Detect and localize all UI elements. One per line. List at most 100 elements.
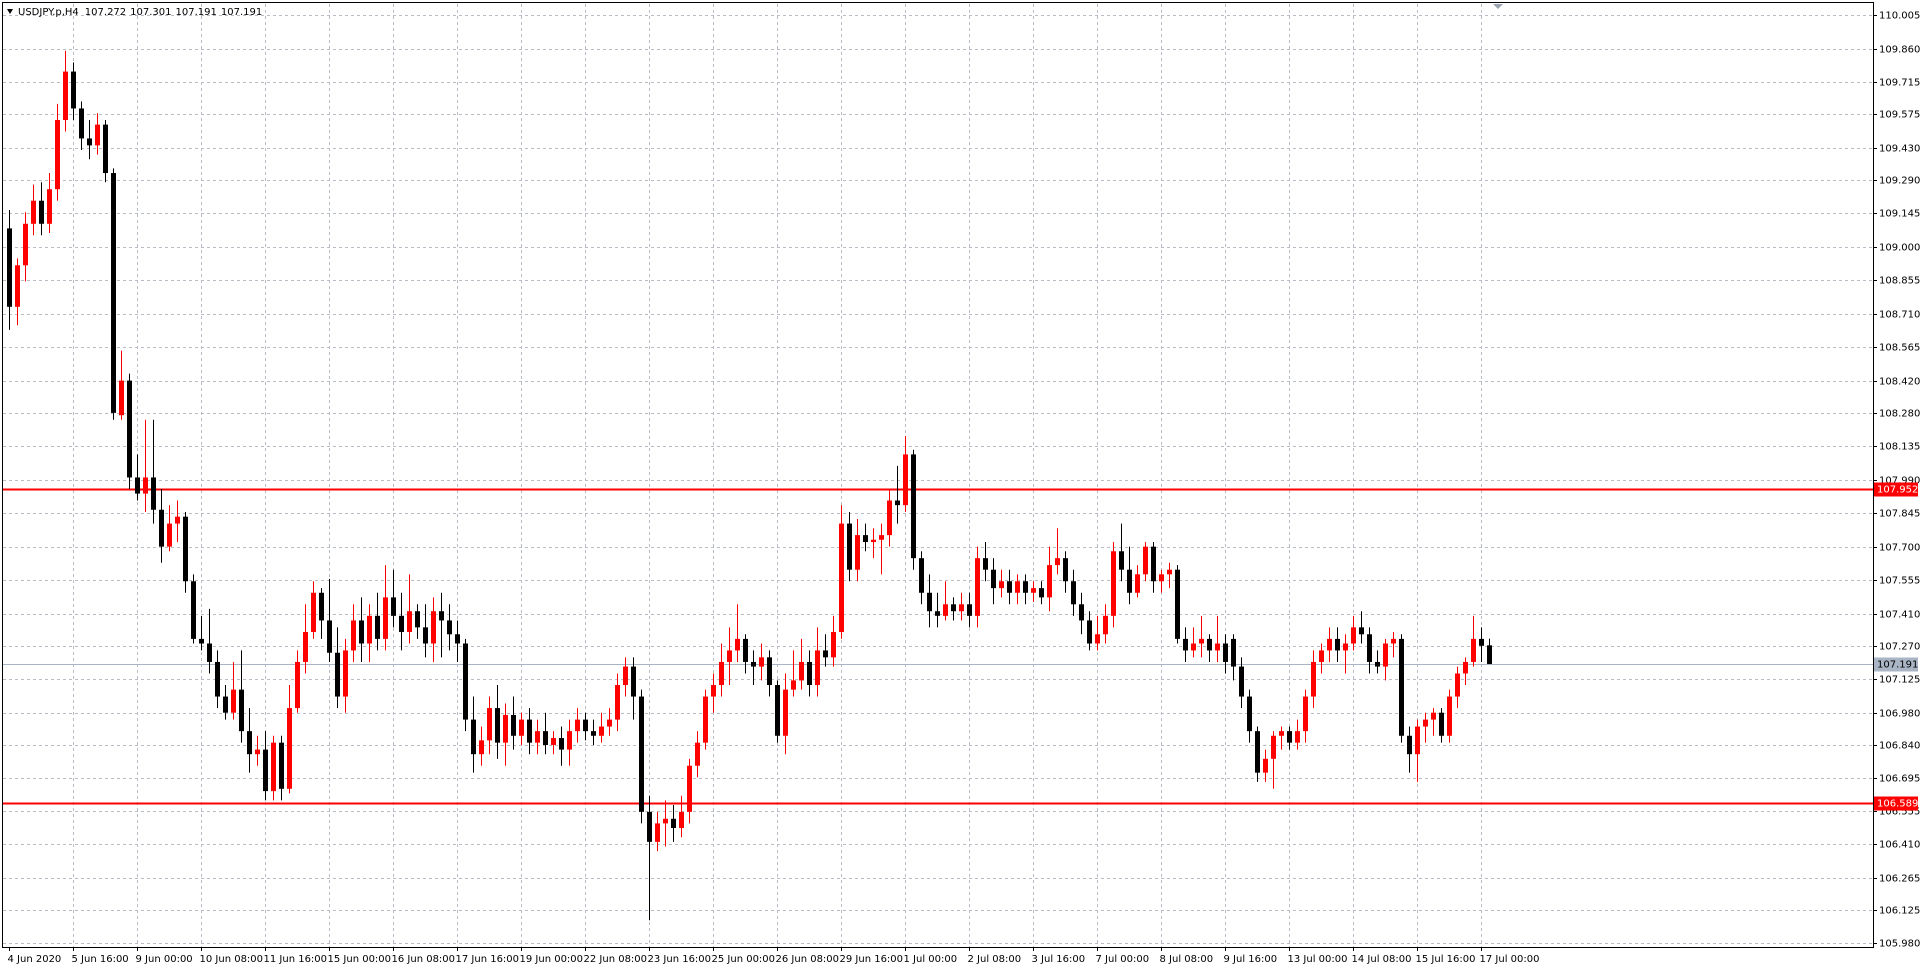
- y-tick-label: 109.430: [1879, 144, 1920, 155]
- y-tick-label: 106.980: [1879, 709, 1920, 720]
- candle-body: [263, 749, 268, 792]
- y-tick-label: 110.005: [1879, 11, 1920, 22]
- candle-body: [1359, 627, 1364, 635]
- candle-body: [591, 731, 596, 736]
- y-tick-label: 105.980: [1879, 939, 1920, 950]
- candle-body: [511, 714, 516, 736]
- candle-body: [303, 631, 308, 662]
- y-tick-label: 107.845: [1879, 509, 1920, 520]
- candle-body: [1343, 643, 1348, 651]
- y-tick-label: 106.265: [1879, 874, 1920, 885]
- x-tick-label: 17 Jun 16:00: [456, 954, 520, 965]
- candle-body: [47, 189, 52, 224]
- candle-body: [559, 738, 564, 750]
- candle-body: [319, 592, 324, 621]
- candle-body: [535, 731, 540, 743]
- candle-body: [1183, 638, 1188, 651]
- x-tick-label: 29 Jun 16:00: [840, 954, 904, 965]
- x-tick-label: 10 Jun 08:00: [200, 954, 264, 965]
- y-tick-label: 106.410: [1879, 840, 1920, 851]
- candle-body: [679, 811, 684, 829]
- y-tick-label: 109.145: [1879, 209, 1920, 220]
- candle-body: [487, 708, 492, 741]
- candle-body: [287, 708, 292, 789]
- candle-body: [951, 604, 956, 612]
- candle-body: [703, 696, 708, 743]
- candle-body: [151, 477, 156, 510]
- price-box: [1874, 796, 1918, 811]
- candle-body: [1399, 638, 1404, 736]
- candle-body: [1471, 638, 1476, 662]
- candle-body: [271, 742, 276, 792]
- candle-body: [599, 726, 604, 736]
- candle-body: [631, 666, 636, 697]
- candle-body: [215, 661, 220, 697]
- x-tick-label: 16 Jun 08:00: [392, 954, 456, 965]
- price-box: [1874, 482, 1918, 497]
- price-box-label: 107.191: [1877, 660, 1918, 671]
- candle-body: [39, 200, 44, 224]
- candle-body: [823, 650, 828, 658]
- candle-body: [391, 597, 396, 616]
- x-tick-label: 14 Jul 08:00: [1352, 954, 1412, 965]
- y-tick-label: 108.710: [1879, 310, 1920, 321]
- candle-body: [959, 604, 964, 612]
- y-tick-label: 106.840: [1879, 741, 1920, 752]
- candle-body: [255, 749, 260, 755]
- candle-body: [399, 615, 404, 632]
- candle-body: [135, 477, 140, 494]
- candle-body: [887, 500, 892, 536]
- candle-body: [847, 523, 852, 570]
- y-tick-label: 109.290: [1879, 176, 1920, 187]
- candle-body: [943, 604, 948, 616]
- y-tick-label: 107.410: [1879, 610, 1920, 621]
- x-tick-label: 1 Jul 00:00: [904, 954, 958, 965]
- candle-body: [63, 71, 68, 121]
- candle-body: [431, 611, 436, 644]
- candle-body: [71, 71, 76, 109]
- candle-body: [87, 138, 92, 146]
- candle-body: [1255, 731, 1260, 773]
- candle-body: [687, 765, 692, 812]
- candle-body: [1327, 638, 1332, 651]
- candle-body: [1207, 638, 1212, 651]
- y-tick-label: 108.280: [1879, 409, 1920, 420]
- candle-body: [735, 638, 740, 651]
- candle-body: [815, 650, 820, 686]
- candle-body: [455, 634, 460, 644]
- candle-body: [1271, 735, 1276, 759]
- x-tick-label: 26 Jun 08:00: [776, 954, 840, 965]
- x-tick-label: 11 Jun 16:00: [264, 954, 328, 965]
- candle-body: [895, 500, 900, 506]
- candle-body: [1103, 615, 1108, 635]
- candle-body: [479, 740, 484, 755]
- candle-body: [239, 689, 244, 732]
- candle-body: [447, 620, 452, 635]
- price-box-label: 107.952: [1877, 485, 1918, 496]
- candle-body: [1279, 731, 1284, 736]
- x-tick-label: 5 Jun 16:00: [72, 954, 129, 965]
- price-box: [1874, 657, 1918, 672]
- x-tick-label: 23 Jun 16:00: [648, 954, 712, 965]
- symbol-menu[interactable]: [7, 9, 13, 14]
- candle-body: [375, 615, 380, 639]
- candle-body: [935, 611, 940, 616]
- candle-body: [183, 516, 188, 582]
- candle-body: [127, 380, 132, 478]
- y-tick-label: 106.555: [1879, 807, 1920, 818]
- x-tick-label: 3 Jul 16:00: [1032, 954, 1086, 965]
- x-tick-label: 4 Jun 2020: [8, 954, 62, 965]
- candle-body: [623, 666, 628, 686]
- candle-body: [199, 638, 204, 644]
- candle-body: [1447, 696, 1452, 736]
- candle-body: [1215, 643, 1220, 651]
- candle-body: [367, 615, 372, 644]
- candle-body: [863, 535, 868, 543]
- candle-body: [359, 620, 364, 644]
- y-tick-label: 106.125: [1879, 906, 1920, 917]
- candle-body: [503, 714, 508, 743]
- candle-body: [1375, 661, 1380, 667]
- candle-body: [991, 569, 996, 589]
